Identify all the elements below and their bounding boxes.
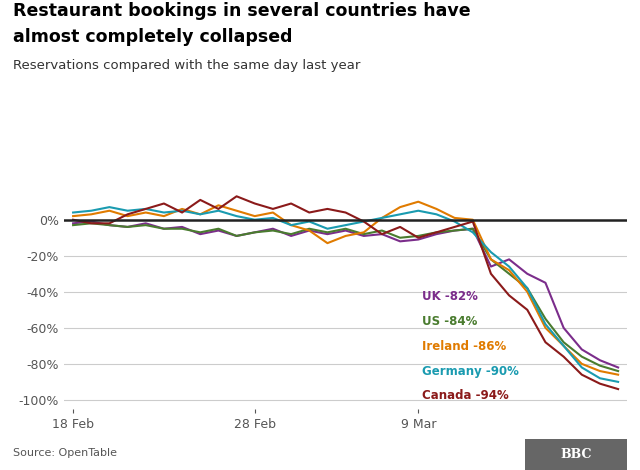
Text: Germany -90%: Germany -90%	[422, 365, 518, 377]
Text: Restaurant bookings in several countries have: Restaurant bookings in several countries…	[13, 2, 470, 20]
Text: Canada -94%: Canada -94%	[422, 390, 508, 402]
Text: Source: OpenTable: Source: OpenTable	[13, 448, 116, 458]
Text: US -84%: US -84%	[422, 315, 477, 328]
Text: Reservations compared with the same day last year: Reservations compared with the same day …	[13, 59, 360, 72]
Text: almost completely collapsed: almost completely collapsed	[13, 28, 292, 46]
Text: BBC: BBC	[560, 448, 592, 461]
Text: UK -82%: UK -82%	[422, 290, 477, 303]
Text: Ireland -86%: Ireland -86%	[422, 340, 506, 352]
